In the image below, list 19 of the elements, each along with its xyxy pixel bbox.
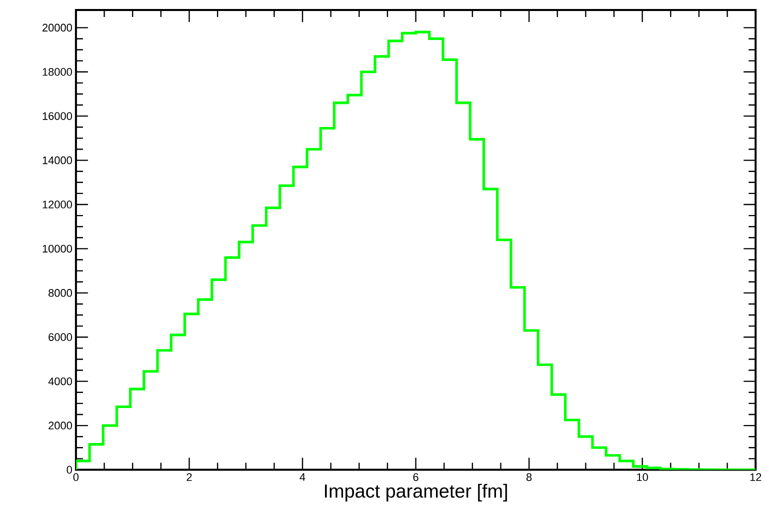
x-tick-label: 10 bbox=[637, 473, 648, 482]
y-tick-label: 6000 bbox=[48, 333, 72, 342]
x-tick-label: 6 bbox=[413, 473, 418, 482]
x-tick-label: 8 bbox=[526, 473, 532, 482]
y-tick-label: 8000 bbox=[48, 289, 72, 297]
y-tick-label: 4000 bbox=[48, 378, 72, 386]
y-tick-label: 20000 bbox=[42, 24, 72, 32]
y-tick-label: 12000 bbox=[42, 200, 72, 209]
x-tick-label: 0 bbox=[73, 473, 79, 482]
x-tick-label: 2 bbox=[186, 473, 192, 482]
y-tick-label: 2000 bbox=[48, 422, 72, 430]
x-axis-title: Impact parameter [fm] bbox=[325, 484, 507, 502]
y-tick-label: 16000 bbox=[42, 112, 72, 120]
x-tick-label: 4 bbox=[300, 473, 306, 481]
y-tick-label: 10000 bbox=[42, 244, 72, 253]
y-tick-label: 0 bbox=[66, 466, 72, 474]
y-tick-label: 14000 bbox=[42, 156, 72, 164]
x-tick-label: 12 bbox=[750, 473, 762, 482]
y-tick-label: 18000 bbox=[42, 68, 72, 76]
